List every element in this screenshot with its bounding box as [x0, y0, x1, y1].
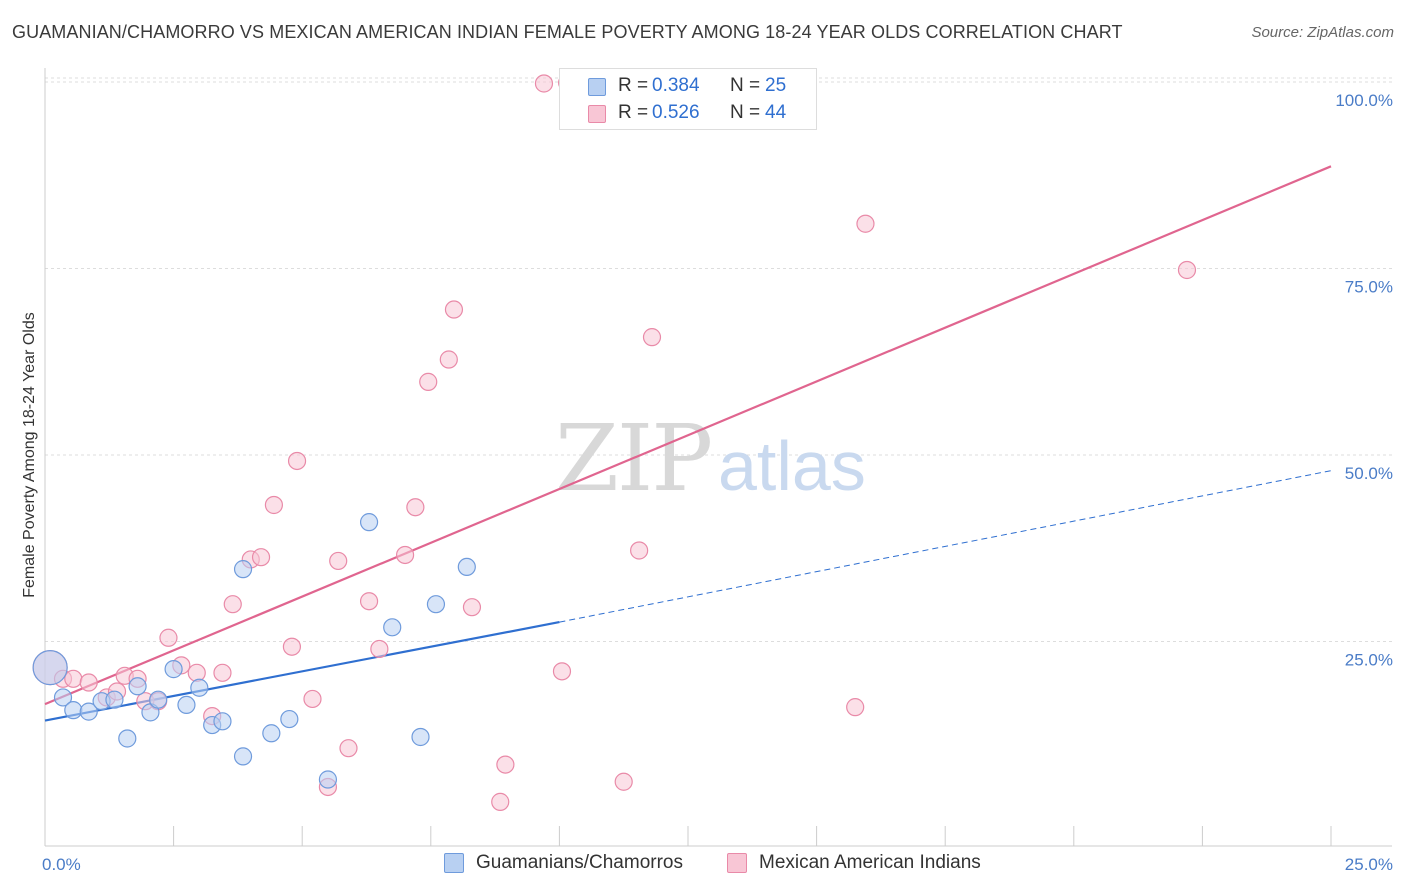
- legend-n-label: N =: [730, 102, 761, 123]
- tick-labels: 25.0% 50.0% 75.0% 100.0% 0.0% 25.0%: [42, 91, 1393, 874]
- legend-swatch-pink: [727, 853, 747, 873]
- legend-r-label: R =: [618, 75, 649, 96]
- data-point-mexican-american-indians: [1177, 260, 1197, 280]
- data-point-mexican-american-indians: [630, 541, 649, 560]
- data-point-mexican-american-indians: [534, 74, 554, 93]
- legend-label: Mexican American Indians: [759, 852, 981, 873]
- data-point-guamanians: [411, 727, 430, 747]
- legend-label: Guamanians/Chamorros: [476, 852, 683, 873]
- data-point-guamanians: [177, 695, 196, 715]
- data-point-mexican-american-indians: [79, 673, 98, 692]
- data-point-guamanians: [359, 513, 379, 532]
- data-points: [32, 73, 1197, 811]
- axes: [44, 68, 1392, 847]
- data-point-guamanians: [233, 560, 253, 579]
- data-point-mexican-american-indians: [213, 663, 232, 682]
- data-point-mexican-american-indians: [406, 498, 425, 517]
- data-point-guamanians: [164, 660, 183, 679]
- data-point-guamanians: [280, 709, 299, 729]
- trend-line-guamanians: [44, 621, 560, 722]
- x-tick-label: 0.0%: [42, 855, 81, 874]
- y-axis-label: Female Poverty Among 18-24 Year Olds: [21, 312, 38, 598]
- data-point-guamanians: [79, 702, 98, 721]
- data-point-mexican-american-indians: [287, 451, 307, 471]
- data-point-guamanians: [262, 724, 281, 743]
- data-point-mexican-american-indians: [187, 663, 206, 682]
- data-point-guamanians: [53, 688, 73, 707]
- data-point-mexican-american-indians: [264, 495, 284, 515]
- legend-swatch-pink: [588, 105, 606, 123]
- data-point-mexican-american-indians: [339, 739, 358, 758]
- data-point-mexican-american-indians: [329, 551, 348, 571]
- data-point-mexican-american-indians: [223, 595, 242, 614]
- legend-swatch-blue: [588, 78, 606, 96]
- data-point-guamanians: [426, 595, 446, 614]
- trend-lines: [44, 165, 1332, 722]
- source-label: Source: ZipAtlas.com: [1251, 24, 1394, 41]
- watermark-atlas: atlas: [718, 427, 866, 505]
- data-point-mexican-american-indians: [614, 772, 633, 791]
- data-point-guamanians: [233, 747, 253, 766]
- data-point-mexican-american-indians: [491, 792, 510, 811]
- data-point-guamanians: [190, 678, 209, 697]
- data-point-guamanians: [105, 690, 124, 709]
- y-tick-label: 25.0%: [1345, 651, 1393, 670]
- legend-stats: R = 0.384 N = 25 R = 0.526 N = 44: [559, 68, 817, 130]
- y-tick-label: 50.0%: [1345, 464, 1393, 483]
- legend-r-value: 0.526: [652, 102, 700, 123]
- data-point-mexican-american-indians: [359, 592, 379, 611]
- trend-line-mexican-american-indians: [44, 165, 1332, 706]
- data-point-mexican-american-indians: [846, 698, 865, 717]
- data-point-guamanians: [457, 557, 476, 577]
- data-point-guamanians: [149, 690, 168, 709]
- watermark: ZIP atlas: [555, 405, 866, 512]
- data-point-mexican-american-indians: [642, 328, 662, 347]
- data-point-mexican-american-indians: [395, 545, 415, 565]
- data-point-mexican-american-indians: [444, 300, 464, 319]
- data-point-guamanians: [128, 677, 147, 696]
- data-point-mexican-american-indians: [282, 637, 302, 656]
- data-point-guamanians: [213, 712, 232, 731]
- data-point-mexican-american-indians: [303, 689, 322, 709]
- legend-r-label: R =: [618, 102, 649, 123]
- legend-n-value: 44: [765, 102, 787, 123]
- legend-n-value: 25: [765, 75, 787, 96]
- y-tick-label: 75.0%: [1345, 278, 1393, 297]
- data-point-guamanians: [32, 650, 68, 686]
- data-point-mexican-american-indians: [64, 669, 83, 688]
- data-point-mexican-american-indians: [462, 598, 482, 617]
- data-point-mexican-american-indians: [251, 548, 271, 567]
- chart-title: GUAMANIAN/CHAMORRO VS MEXICAN AMERICAN I…: [12, 22, 1123, 42]
- data-point-mexican-american-indians: [159, 628, 178, 647]
- data-point-mexican-american-indians: [419, 372, 438, 391]
- data-point-guamanians: [64, 701, 83, 720]
- x-tick-label: 25.0%: [1345, 855, 1393, 874]
- data-point-mexican-american-indians: [496, 755, 515, 774]
- legend-n-label: N =: [730, 75, 761, 96]
- data-point-mexican-american-indians: [439, 350, 458, 369]
- legend-r-value: 0.384: [652, 75, 700, 96]
- data-point-mexican-american-indians: [370, 639, 389, 659]
- trend-line-guamanians-extension: [559, 470, 1332, 623]
- data-point-mexican-american-indians: [856, 214, 875, 233]
- data-point-guamanians: [383, 618, 402, 637]
- data-point-guamanians: [118, 729, 137, 748]
- data-point-mexican-american-indians: [552, 662, 572, 681]
- legend-swatch-blue: [444, 853, 464, 873]
- data-point-guamanians: [318, 770, 338, 789]
- y-tick-label: 100.0%: [1335, 91, 1393, 110]
